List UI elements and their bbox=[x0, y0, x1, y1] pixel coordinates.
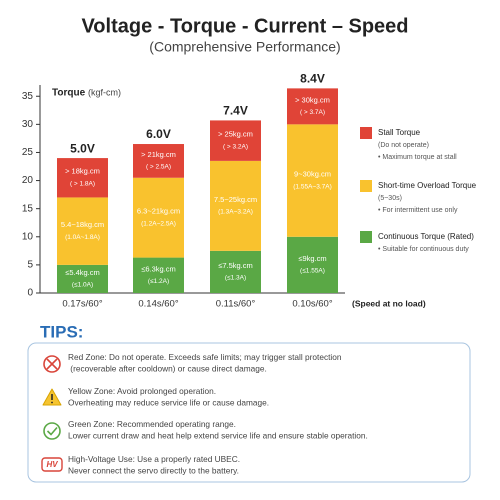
segment-subnote: (≤1.0A) bbox=[72, 282, 93, 289]
icon-hv-text: HV bbox=[46, 460, 58, 469]
legend-swatch bbox=[360, 180, 372, 192]
segment-note: > 30kg.cm bbox=[295, 95, 330, 104]
bar-voltage-label: 6.0V bbox=[146, 127, 171, 141]
bar-segment bbox=[133, 257, 184, 293]
bar-voltage-label: 8.4V bbox=[300, 72, 325, 86]
bar-segment bbox=[57, 264, 108, 293]
y-tick-label: 15 bbox=[22, 203, 34, 214]
segment-subnote: ( > 1.8A) bbox=[70, 180, 95, 187]
segment-subnote: (1.2A~2.5A) bbox=[141, 220, 176, 227]
segment-note: 6.3~21kg.cm bbox=[137, 207, 180, 216]
segment-note: ≤9kg.cm bbox=[298, 254, 326, 263]
x-tick-label: 0.10s/60° bbox=[292, 299, 332, 310]
bar-segment bbox=[210, 120, 261, 161]
bar-segment bbox=[287, 124, 338, 237]
icon-check bbox=[43, 422, 61, 440]
legend-description: (5~30s) bbox=[378, 195, 402, 202]
bar-voltage-label: 7.4V bbox=[223, 104, 248, 118]
tip-line: Lower current draw and heat help extend … bbox=[68, 431, 368, 441]
tip-line: Green Zone: Recommended operating range. bbox=[68, 419, 236, 429]
tip-line: Red Zone: Do not operate. Exceeds safe l… bbox=[68, 352, 342, 362]
tips-title: TIPS: bbox=[40, 322, 83, 341]
segment-subnote: ( > 2.5A) bbox=[146, 164, 171, 171]
segment-subnote: (≤1.55A) bbox=[300, 268, 325, 275]
x-axis-label: (Speed at no load) bbox=[352, 298, 426, 308]
segment-note: ≤7.5kg.cm bbox=[218, 261, 253, 270]
segment-subnote: (1.3A~3.2A) bbox=[218, 209, 253, 216]
chart-title: Voltage - Torque - Current – Speed bbox=[81, 15, 408, 37]
bar-segment bbox=[57, 158, 108, 198]
segment-subnote: (≤1.2A) bbox=[148, 278, 169, 285]
legend-description: • Suitable for continuous duty bbox=[378, 246, 469, 253]
bar-segment bbox=[287, 88, 338, 125]
legend-description: • For intermittent use only bbox=[378, 207, 458, 214]
legend-label: Continuous Torque (Rated) bbox=[378, 232, 474, 241]
segment-note: > 21kg.cm bbox=[141, 150, 176, 159]
y-tick-label: 0 bbox=[27, 288, 33, 299]
segment-subnote: (1.55A~3.7A) bbox=[293, 183, 331, 190]
y-tick-label: 20 bbox=[22, 175, 34, 186]
segment-note: 9~30kg.cm bbox=[294, 170, 331, 179]
bar-segment bbox=[133, 177, 184, 258]
segment-note: 7.5~25kg.cm bbox=[214, 195, 257, 204]
segment-subnote: ( > 3.7A) bbox=[300, 109, 325, 116]
segment-note: ≤5.4kg.cm bbox=[65, 268, 100, 277]
tip-line: High-Voltage Use: Use a properly rated U… bbox=[68, 454, 240, 464]
segment-note: ≤6.3kg.cm bbox=[141, 264, 176, 273]
y-tick-label: 10 bbox=[22, 231, 34, 242]
segment-subnote: (1.0A~1.8A) bbox=[65, 234, 100, 241]
icon-warning bbox=[42, 388, 62, 406]
segment-note: 5.4~18kg.cm bbox=[61, 220, 104, 229]
bar-voltage-label: 5.0V bbox=[70, 141, 95, 155]
legend-swatch bbox=[360, 231, 372, 243]
chart-subtitle: (Comprehensive Performance) bbox=[149, 39, 340, 55]
y-axis-unit: (kgf-cm) bbox=[88, 87, 121, 97]
tip-line: Yellow Zone: Avoid prolonged operation. bbox=[68, 386, 216, 396]
y-tick-label: 25 bbox=[22, 147, 34, 158]
bar-segment bbox=[133, 144, 184, 178]
x-tick-label: 0.11s/60° bbox=[216, 299, 256, 310]
segment-subnote: (≤1.3A) bbox=[225, 275, 246, 282]
icon-hv bbox=[41, 457, 63, 472]
tip-line: (recoverable after cooldown) or cause di… bbox=[68, 364, 267, 374]
y-axis-label: Torque bbox=[52, 88, 86, 99]
x-tick-label: 0.14s/60° bbox=[138, 299, 178, 310]
bar-segment bbox=[287, 236, 338, 293]
tips-box bbox=[27, 342, 471, 483]
tip-line: Overheating may reduce service life or c… bbox=[68, 398, 269, 408]
segment-note: > 18kg.cm bbox=[65, 167, 100, 176]
y-tick-label: 30 bbox=[22, 119, 34, 130]
legend-swatch bbox=[360, 127, 372, 139]
y-tick-label: 5 bbox=[27, 260, 33, 271]
bar-segment bbox=[210, 250, 261, 293]
y-tick-label: 35 bbox=[22, 91, 34, 102]
legend-label: Short-time Overload Torque bbox=[378, 181, 477, 190]
segment-subnote: ( > 3.2A) bbox=[223, 143, 248, 150]
x-tick-label: 0.17s/60° bbox=[62, 299, 102, 310]
legend-description: • Maximum torque at stall bbox=[378, 154, 457, 161]
tip-line: Never connect the servo directly to the … bbox=[68, 466, 239, 476]
bar-segment bbox=[57, 197, 108, 265]
bar-segment bbox=[210, 160, 261, 251]
icon-stop bbox=[43, 355, 61, 373]
segment-note: > 25kg.cm bbox=[218, 130, 253, 139]
legend-label: Stall Torque bbox=[378, 128, 421, 137]
legend-description: (Do not operate) bbox=[378, 142, 429, 149]
